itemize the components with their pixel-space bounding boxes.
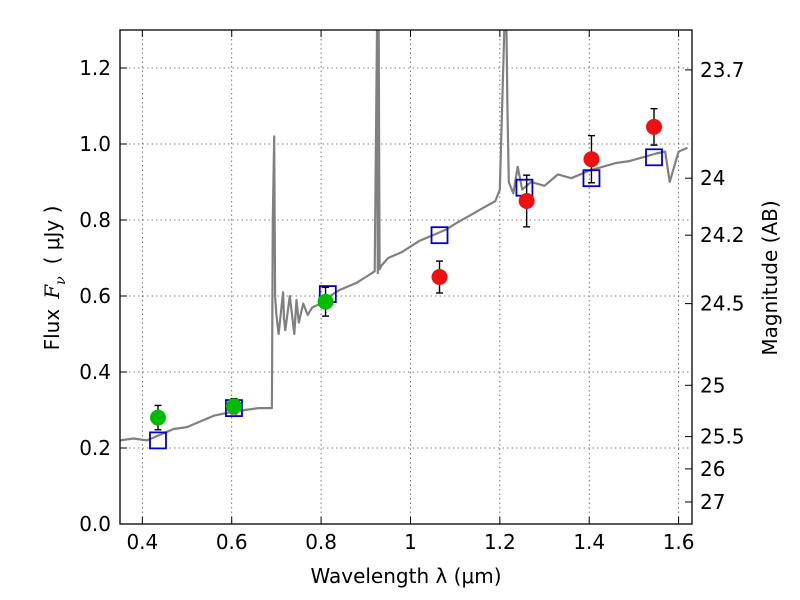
hst-photometry-point — [149, 409, 166, 426]
y-axis-title-unit: ( μJy ) — [40, 206, 64, 265]
right-axis-title: Magnitude (AB) — [758, 200, 782, 355]
right-tick-label: 25 — [700, 373, 725, 397]
ir-photometry-point — [583, 151, 600, 168]
y-axis-title-text: Flux — [40, 309, 64, 351]
photometry-markers — [149, 107, 663, 450]
y-axis-title-symbol: F — [40, 284, 64, 300]
y-tick-label: 0.6 — [79, 284, 111, 308]
right-tick-label: 25.5 — [700, 425, 745, 449]
y-tick-label: 0.8 — [79, 208, 111, 232]
x-axis-title: Wavelength λ (μm) — [310, 564, 501, 588]
right-tick-label: 23.7 — [700, 58, 745, 82]
x-tick-label: 1.4 — [573, 530, 605, 554]
y-axis-title-subscript: ν — [53, 276, 69, 285]
grid-lines — [120, 30, 692, 524]
y-tick-label: 1.2 — [79, 56, 111, 80]
axis-ticks: 0.4 0.6 0.8 1 1.2 1.4 1.6 0.0 0.2 0.4 0.6 0.8 1.0 1.2… — [79, 30, 745, 554]
x-tick-label: 1.2 — [484, 530, 516, 554]
right-tick-label: 24.2 — [700, 223, 745, 247]
ir-photometry-point — [431, 269, 448, 285]
y-tick-label: 0.0 — [79, 512, 111, 536]
y-axis-title: Flux Fν ( μJy ) — [40, 206, 69, 351]
right-tick-label: 26 — [700, 457, 725, 481]
ir-photometry-point — [646, 118, 663, 135]
y-tick-label: 0.4 — [79, 360, 111, 384]
model-photometry-square — [430, 226, 449, 245]
hst-photometry-point — [225, 398, 242, 415]
right-tick-label: 24.5 — [700, 292, 745, 316]
y-tick-label: 1.0 — [79, 132, 111, 156]
ir-photometry-point — [518, 193, 535, 209]
right-tick-label: 27 — [700, 490, 725, 514]
y-tick-label: 0.2 — [79, 436, 111, 460]
x-tick-label: 0.6 — [216, 530, 248, 554]
x-tick-label: 1.6 — [663, 530, 695, 554]
x-tick-label: 0.8 — [305, 530, 337, 554]
hst-photometry-point — [317, 293, 334, 310]
spectrum-line — [120, 30, 688, 442]
x-tick-label: 1 — [404, 530, 417, 554]
spectrum-series — [120, 30, 688, 442]
model-photometry-square — [645, 148, 663, 167]
plot-frame — [119, 29, 693, 525]
x-tick-label: 0.4 — [126, 530, 158, 554]
right-tick-label: 24 — [700, 166, 725, 190]
model-photometry-square — [149, 431, 167, 450]
